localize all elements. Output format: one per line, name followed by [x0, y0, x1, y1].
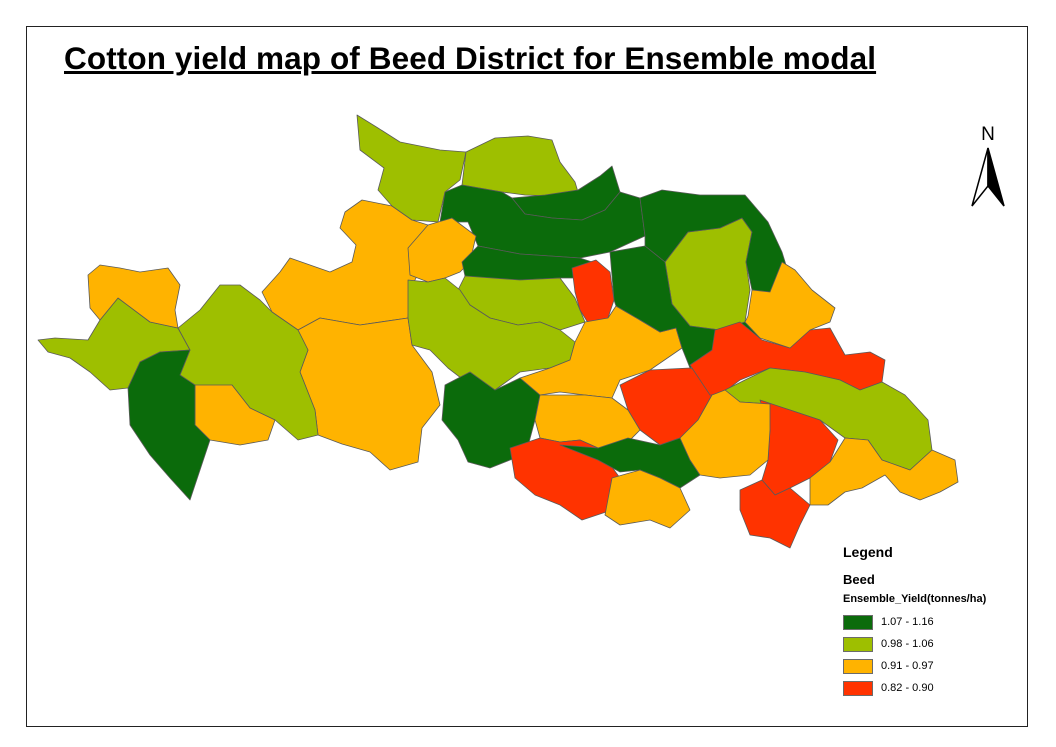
legend-field-name: Ensemble_Yield(tonnes/ha) [843, 593, 987, 605]
map-zone [744, 261, 836, 349]
map-zone [604, 469, 691, 529]
north-arrow-icon [971, 147, 1005, 207]
legend-item: 0.98 - 1.06 [843, 633, 1023, 655]
legend-swatch-4 [843, 680, 873, 696]
map-frame [26, 26, 1028, 727]
map-zone [127, 349, 211, 501]
map-zone [439, 184, 646, 259]
north-arrow: N [968, 124, 1008, 210]
map-zone [87, 264, 181, 329]
zones-layer [37, 114, 959, 549]
map-zone [356, 114, 467, 223]
north-label: N [981, 124, 995, 145]
legend-swatch-2 [843, 636, 873, 652]
map-zone [739, 479, 811, 549]
legend-item: 0.91 - 0.97 [843, 655, 1023, 677]
legend-item: 1.07 - 1.16 [843, 611, 1023, 633]
legend: Legend Beed Ensemble_Yield(tonnes/ha) 1.… [843, 544, 1023, 699]
legend-label: 1.07 - 1.16 [881, 616, 934, 628]
legend-swatch-1 [843, 614, 873, 630]
legend-swatch-3 [843, 658, 873, 674]
map-zone [689, 321, 886, 396]
legend-label: 0.82 - 0.90 [881, 682, 934, 694]
map-zone [809, 437, 959, 506]
map-zone [261, 199, 429, 331]
map-title: Cotton yield map of Beed District for En… [64, 40, 877, 76]
map-zone [461, 135, 579, 197]
map-zone [679, 389, 771, 479]
legend-item: 0.82 - 0.90 [843, 677, 1023, 699]
legend-title: Legend [843, 544, 893, 560]
legend-label: 0.91 - 0.97 [881, 660, 934, 672]
legend-label: 0.98 - 1.06 [881, 638, 934, 650]
legend-layer-name: Beed [843, 572, 875, 587]
